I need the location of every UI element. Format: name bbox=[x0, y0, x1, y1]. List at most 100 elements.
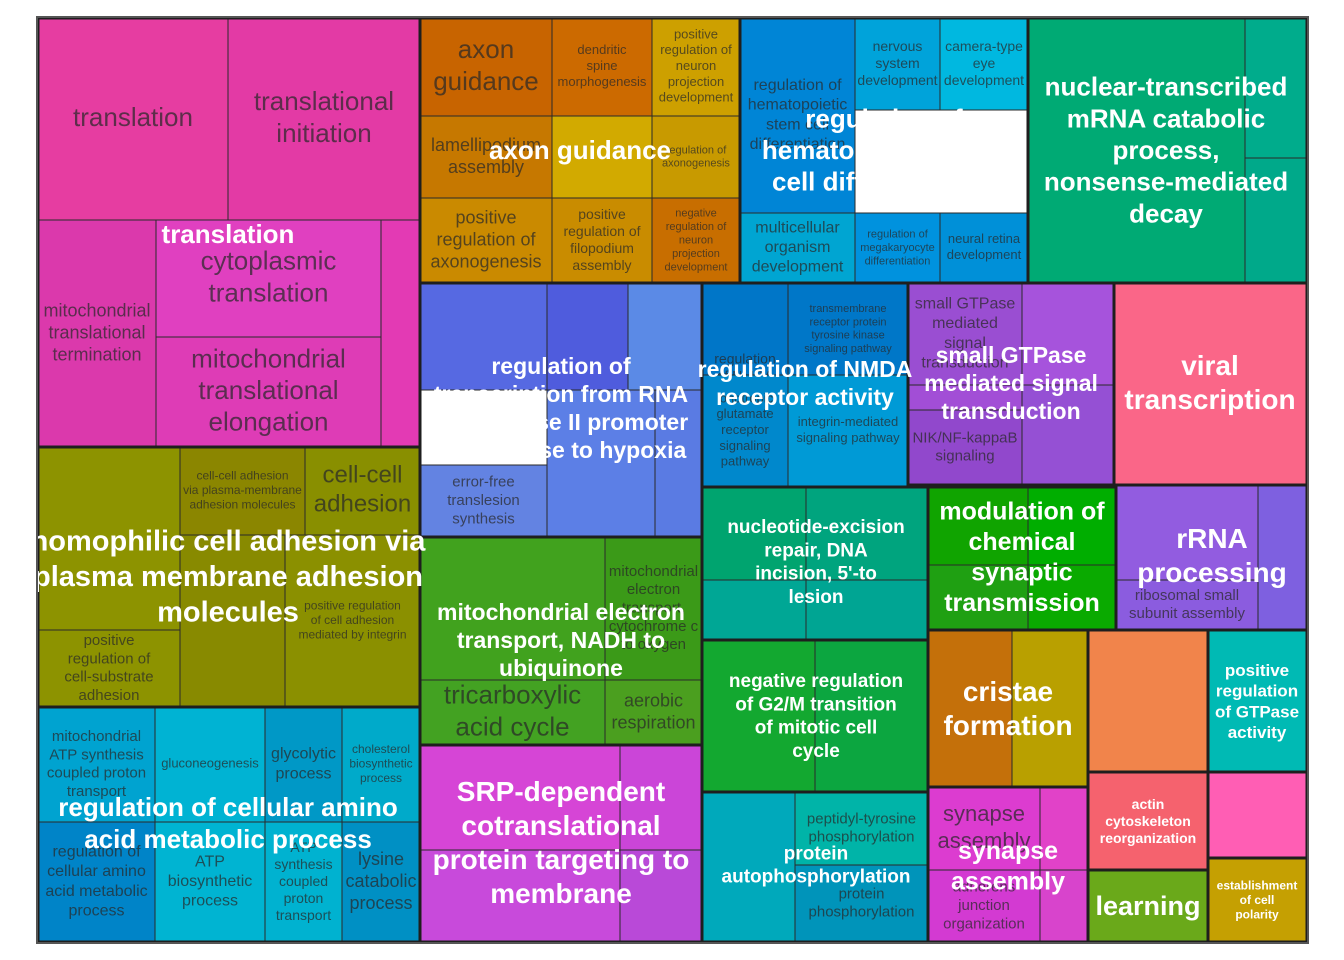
treemap-cell[interactable] bbox=[1244, 17, 1308, 159]
treemap-cell[interactable] bbox=[814, 639, 929, 793]
treemap-cell[interactable] bbox=[1113, 282, 1308, 486]
treemap-cell[interactable] bbox=[927, 869, 1041, 943]
cell-label: peptidyl-tyrosine phosphorylation bbox=[807, 810, 916, 845]
treemap-cell[interactable] bbox=[627, 282, 703, 391]
treemap-cell[interactable] bbox=[701, 579, 807, 641]
treemap-cell[interactable] bbox=[37, 446, 181, 631]
cell-label: adherens junction organization bbox=[943, 879, 1025, 933]
treemap-cell[interactable] bbox=[1027, 486, 1117, 566]
treemap-cell[interactable] bbox=[546, 389, 656, 538]
treemap-cell[interactable] bbox=[939, 212, 1029, 284]
treemap-cell[interactable] bbox=[927, 629, 1013, 788]
group-regulation-of-transcription-from-rna-polymerase-ii-promoter-: error-free translesion synthesis bbox=[419, 282, 703, 538]
treemap-cell[interactable] bbox=[551, 197, 653, 284]
treemap-cell[interactable] bbox=[419, 197, 553, 284]
group-label: homophilic cell adhesion via plasma membr… bbox=[31, 525, 427, 628]
cell-label: positive regulation of cell-substrate adhes… bbox=[64, 632, 153, 704]
cell-label: mitochondrial ATP synthesis coupled proton… bbox=[47, 728, 146, 800]
treemap-cell[interactable] bbox=[419, 282, 548, 391]
treemap-cell[interactable] bbox=[264, 821, 343, 943]
group-label: establishment of cell polarity bbox=[1217, 879, 1298, 922]
treemap-cell[interactable] bbox=[1207, 771, 1308, 859]
treemap-cell[interactable] bbox=[1244, 157, 1308, 284]
treemap-cell[interactable] bbox=[551, 115, 653, 199]
cell-label: camera-type eye development bbox=[944, 38, 1024, 88]
treemap-cell[interactable] bbox=[551, 17, 653, 117]
treemap-cell[interactable] bbox=[907, 282, 1023, 386]
cell-label: ribosomal small subunit assembly bbox=[1129, 587, 1245, 622]
treemap-cell[interactable] bbox=[794, 791, 929, 866]
treemap-cell[interactable] bbox=[1087, 629, 1209, 773]
treemap-cell[interactable] bbox=[1021, 384, 1115, 486]
treemap-cell[interactable] bbox=[419, 115, 553, 199]
treemap-cell[interactable] bbox=[37, 821, 156, 943]
treemap-cell[interactable] bbox=[651, 115, 741, 199]
cell-label: ionotropic glutamate receptor signaling path… bbox=[716, 391, 773, 469]
treemap-cell[interactable] bbox=[654, 389, 703, 538]
cell-label: lysine catabolic process bbox=[345, 849, 416, 913]
group-nuclear-transcribed-mrna-catabolic-process-nonsense-mediated bbox=[1027, 17, 1308, 284]
treemap-cell[interactable] bbox=[854, 212, 941, 284]
treemap-cell[interactable] bbox=[794, 864, 929, 943]
treemap-cell[interactable] bbox=[179, 534, 286, 708]
treemap-cell[interactable] bbox=[939, 17, 1029, 111]
treemap-cell[interactable] bbox=[619, 744, 703, 851]
cell-label: dendritic spine morphogenesis bbox=[558, 43, 647, 90]
group-label: regulation of cellular amino acid metabol… bbox=[58, 792, 398, 854]
treemap-cell[interactable] bbox=[1039, 786, 1089, 871]
treemap-cell[interactable] bbox=[1115, 579, 1259, 631]
group-homophilic-cell-adhesion-via-plasma-membrane-adhesion-molecu: cell-cell adhesion via plasma-membrane adh… bbox=[37, 446, 421, 708]
group-negative-regulation-of-g2-m-transition-of-mitotic-cell-cycle bbox=[701, 639, 929, 793]
treemap-cell[interactable] bbox=[619, 849, 703, 943]
treemap-cell[interactable] bbox=[701, 374, 789, 488]
treemap-cell[interactable] bbox=[805, 579, 929, 641]
treemap-cell[interactable] bbox=[701, 639, 816, 793]
treemap-cell[interactable] bbox=[155, 336, 382, 448]
cell-label: cell-cell adhesion via plasma-membrane adh… bbox=[183, 469, 302, 512]
treemap-cell[interactable] bbox=[341, 706, 421, 823]
cell-label: positive regulation of axonogenesis bbox=[430, 207, 541, 271]
group-viral-transcription bbox=[1113, 282, 1308, 486]
cell-label: mitochondrial translational termination bbox=[43, 300, 150, 364]
cell-label: multicellular organism development bbox=[752, 220, 844, 276]
treemap-cell[interactable] bbox=[739, 17, 856, 214]
cell-label: translational initiation bbox=[254, 86, 394, 148]
treemap-cell[interactable] bbox=[1011, 629, 1089, 788]
treemap-cell[interactable] bbox=[380, 219, 421, 448]
treemap-cell[interactable] bbox=[701, 791, 796, 943]
treemap-cell[interactable] bbox=[927, 486, 1029, 566]
cell-label: ATP biosynthetic process bbox=[168, 854, 253, 910]
group-label: nuclear-transcribed mRNA catabolic process… bbox=[1044, 71, 1288, 228]
group-label: learning bbox=[1095, 891, 1200, 921]
cell-label: lamellipodium assembly bbox=[431, 135, 541, 177]
treemap-cell[interactable] bbox=[739, 212, 856, 284]
treemap-cell[interactable] bbox=[927, 786, 1041, 871]
treemap-cell[interactable] bbox=[419, 849, 621, 943]
treemap-cell[interactable] bbox=[419, 464, 548, 538]
treemap-cell[interactable] bbox=[37, 629, 181, 708]
cell-label: integrin-mediated signaling pathway bbox=[796, 415, 900, 446]
treemap-cell[interactable] bbox=[546, 282, 629, 391]
cell-label: nervous system development bbox=[857, 38, 937, 88]
treemap-cell[interactable] bbox=[1027, 17, 1246, 284]
cell-label: negative regulation of neuron projection dev… bbox=[665, 208, 728, 274]
treemap-cell[interactable] bbox=[1027, 564, 1117, 631]
cell-label: axon guidance bbox=[433, 34, 539, 96]
cell-label: transmembrane receptor protein tyrosine ki… bbox=[804, 303, 892, 355]
cell-label: neural retina development bbox=[947, 232, 1022, 263]
treemap-cell[interactable] bbox=[304, 446, 421, 536]
treemap-cell[interactable] bbox=[805, 486, 929, 581]
treemap-cell[interactable] bbox=[651, 17, 741, 117]
treemap-cell[interactable] bbox=[37, 17, 229, 221]
group-label: negative regulation of G2/M transition of … bbox=[729, 671, 903, 762]
treemap-cell[interactable] bbox=[284, 534, 421, 708]
cell-label: ATP synthesis coupled proton transport bbox=[274, 839, 332, 923]
cell-label: positive regulation of filopodium assembly bbox=[563, 206, 640, 273]
treemap-cell[interactable] bbox=[1257, 484, 1308, 631]
treemap-cell[interactable] bbox=[154, 706, 266, 823]
treemap-cell[interactable] bbox=[419, 17, 553, 117]
treemap-cell[interactable] bbox=[604, 679, 703, 746]
treemap-cell[interactable] bbox=[341, 821, 421, 943]
treemap-cell[interactable] bbox=[854, 17, 941, 111]
